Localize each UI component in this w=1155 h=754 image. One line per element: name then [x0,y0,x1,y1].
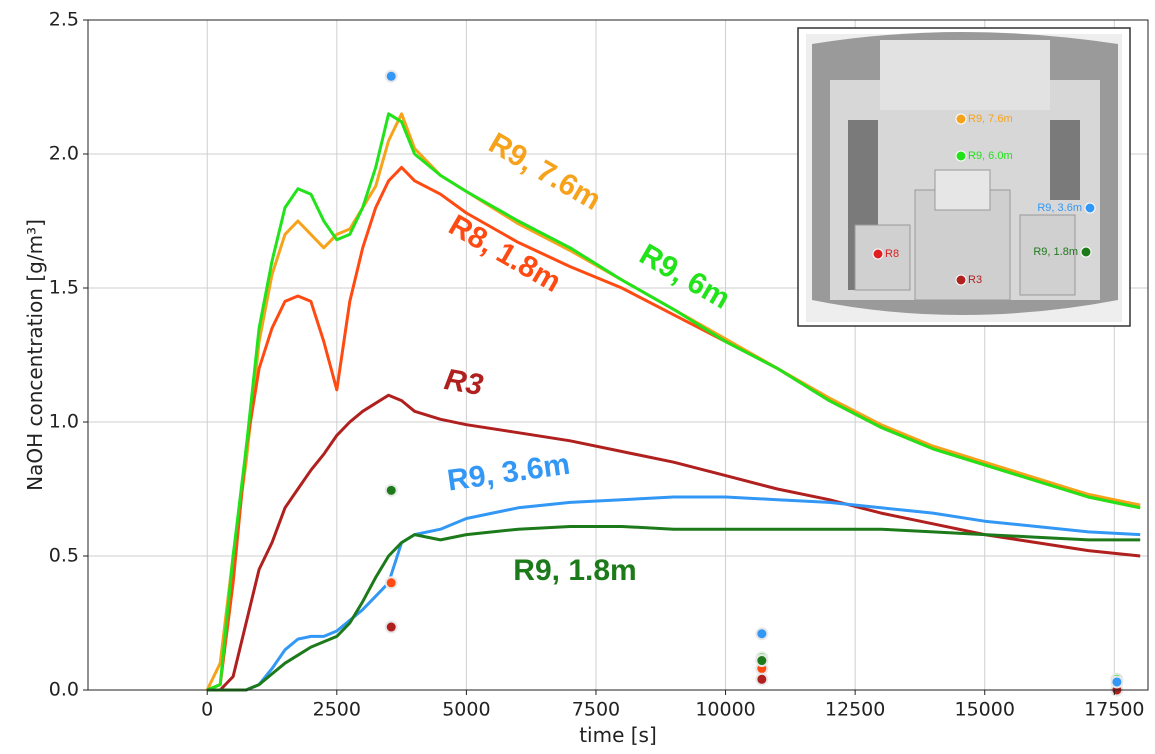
y-tick-label: 0.5 [49,545,79,567]
inset-dot [1085,203,1095,213]
measured-point [1111,676,1122,687]
y-tick-label: 2.0 [49,143,79,165]
measured-point [386,577,397,588]
measured-point [386,485,397,496]
chart: 0 2500 5000 7500 10000 12500 15000 17500 0.0 0.5 1… [0,0,1155,754]
x-tick-label: 7500 [572,699,620,721]
measured-point [386,622,397,633]
x-tick-label: 2500 [313,699,361,721]
series-line [207,527,1140,691]
measured-point [756,628,767,639]
inset-label: R9, 3.6m [1037,202,1082,214]
series-label: R3 [442,363,486,402]
y-tick-label: 1.0 [49,411,79,433]
core-top [935,170,990,210]
inset-label: R9, 1.8m [1033,246,1078,258]
measured-point [756,674,767,685]
x-axis-label: time [s] [579,723,657,747]
x-tick-label: 15000 [954,699,1014,721]
measured-point [756,655,767,666]
inset-dot [956,114,966,124]
y-tick-label: 0.0 [49,679,79,701]
series-label: R9, 7.6m [483,127,606,217]
inset-label: R3 [968,274,982,286]
inset-image: R9, 7.6m R9, 6.0m R9, 3.6m R8 R3 R9, 1.8m [798,28,1130,326]
x-tick-label: 5000 [442,699,490,721]
inset-dot [873,249,883,259]
series-label: R9, 3.6m [445,448,572,498]
compartment [855,225,910,290]
inset-dot [956,151,966,161]
x-tick-label: 12500 [825,699,885,721]
y-tick-label: 1.5 [49,277,79,299]
cavity [1050,120,1080,200]
series-line [207,497,1140,690]
measured-point [386,71,397,82]
inset-label: R8 [885,248,899,260]
x-tick-label: 17500 [1084,699,1144,721]
upper-block [880,40,1050,110]
inset-dot [1081,247,1091,257]
series-label: R9, 6m [634,238,736,316]
series-label: R9, 1.8m [513,554,636,587]
y-axis-label: NaOH concentration [g/m³] [23,219,47,491]
series-label: R8, 1.8m [443,209,566,299]
series-line [207,395,1140,690]
inset-label: R9, 7.6m [968,113,1013,125]
inset-dot [956,275,966,285]
inset-label: R9, 6.0m [968,150,1013,162]
y-tick-label: 2.5 [49,9,79,31]
x-tick-label: 10000 [695,699,755,721]
x-tick-label: 0 [201,699,213,721]
